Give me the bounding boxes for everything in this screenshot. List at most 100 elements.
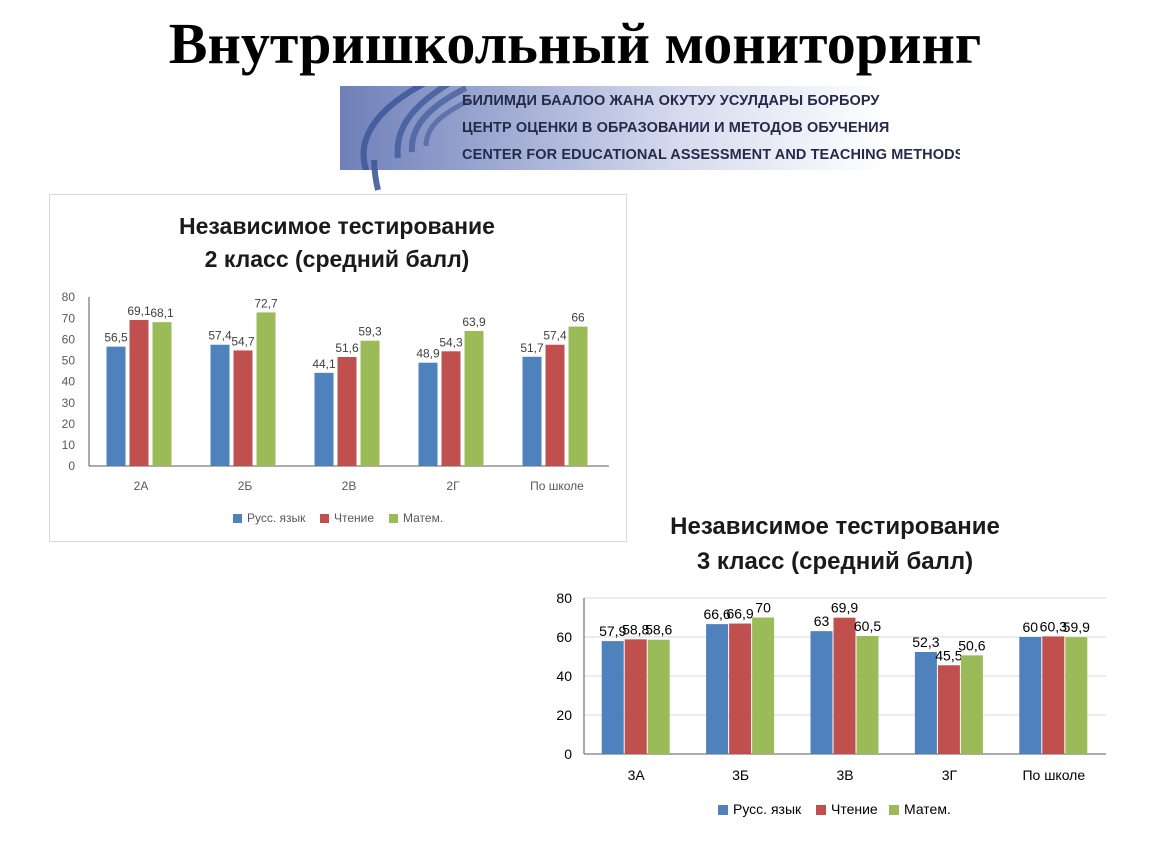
bar: [914, 652, 937, 754]
y-tick-label: 70: [62, 311, 76, 325]
logo-swoosh-tail: [371, 160, 381, 191]
bar: [647, 639, 670, 754]
x-tick-label: 3А: [628, 767, 646, 783]
legend-swatch: [389, 514, 398, 523]
data-label: 58,6: [645, 622, 672, 638]
x-tick-label: 2Г: [446, 479, 460, 493]
bar: [152, 322, 172, 466]
data-label: 51,7: [520, 341, 544, 355]
data-label: 54,3: [439, 335, 463, 349]
y-tick-label: 30: [62, 396, 76, 410]
bar: [418, 362, 438, 466]
data-label: 50,6: [958, 637, 985, 653]
x-tick-label: 2Б: [238, 479, 253, 493]
legend-label: Чтение: [831, 801, 878, 817]
data-label: 52,3: [912, 634, 939, 650]
bar: [856, 636, 879, 754]
data-label: 66,6: [703, 606, 730, 622]
y-tick-label: 20: [556, 707, 572, 723]
data-label: 69,9: [831, 600, 858, 616]
legend-swatch: [718, 805, 728, 815]
data-label: 45,5: [935, 647, 962, 663]
bar: [706, 624, 729, 754]
y-tick-label: 10: [62, 438, 76, 452]
data-label: 59,9: [1063, 619, 1090, 635]
chart-title-line: 2 класс (средний балл): [204, 246, 470, 272]
legend-swatch: [233, 514, 242, 523]
banner-line-kyrgyz: БИЛИМДИ БААЛОО ЖАНА ОКУТУУ УСУЛДАРЫ БОРБ…: [462, 93, 880, 109]
data-label: 48,9: [416, 347, 440, 361]
bar: [360, 340, 380, 466]
bar: [568, 326, 588, 466]
data-label: 63,9: [462, 315, 486, 329]
bar: [624, 639, 647, 754]
y-tick-label: 80: [556, 590, 572, 606]
y-tick-label: 50: [62, 354, 76, 368]
data-label: 51,6: [335, 341, 359, 355]
bar: [441, 351, 461, 466]
y-tick-label: 20: [62, 417, 76, 431]
data-label: 57,4: [543, 329, 567, 343]
bar: [810, 631, 833, 754]
legend-label: Матем.: [403, 511, 443, 525]
banner-line-russian: ЦЕНТР ОЦЕНКИ В ОБРАЗОВАНИИ И МЕТОДОВ ОБУ…: [462, 120, 890, 136]
organization-logo-mark: [360, 86, 470, 170]
data-label: 56,5: [104, 331, 128, 345]
bar: [960, 655, 983, 754]
bar: [522, 356, 542, 466]
data-label: 58,8: [622, 621, 649, 637]
bar: [729, 623, 752, 754]
x-tick-label: По школе: [530, 479, 584, 493]
data-label: 68,1: [150, 306, 174, 320]
legend-swatch: [320, 514, 329, 523]
bar: [129, 320, 149, 466]
bar: [464, 331, 484, 466]
legend-label: Русс. язык: [247, 511, 306, 525]
bar: [106, 346, 126, 466]
bar: [545, 344, 565, 466]
bar: [752, 617, 775, 754]
data-label: 57,4: [208, 329, 232, 343]
data-label: 57,9: [599, 623, 626, 639]
y-tick-label: 60: [556, 629, 572, 645]
data-label: 60,3: [1040, 618, 1067, 634]
bar: [601, 641, 624, 754]
bar: [314, 372, 334, 466]
bar: [1065, 637, 1088, 754]
bar: [210, 344, 230, 466]
chart-title-line: Независимое тестирование: [670, 513, 1000, 540]
bar: [233, 350, 253, 466]
bar: [1019, 637, 1042, 754]
x-tick-label: 2А: [134, 479, 149, 493]
x-tick-label: По школе: [1022, 767, 1085, 783]
data-label: 66: [571, 311, 585, 325]
data-label: 72,7: [254, 296, 278, 310]
legend-swatch: [816, 805, 826, 815]
bar: [1042, 636, 1065, 754]
slide-title: Внутришкольный мониторинг: [168, 11, 982, 76]
chart-title-line: Независимое тестирование: [179, 213, 495, 239]
bar: [833, 617, 856, 754]
x-tick-label: 2В: [342, 479, 357, 493]
legend-label: Русс. язык: [733, 801, 802, 817]
y-tick-label: 0: [68, 459, 75, 473]
data-label: 70: [755, 600, 771, 616]
legend-label: Матем.: [904, 801, 951, 817]
x-tick-label: 3В: [836, 767, 853, 783]
bar: [337, 356, 357, 466]
y-tick-label: 60: [62, 332, 76, 346]
data-label: 63: [814, 613, 830, 629]
data-label: 60: [1023, 619, 1039, 635]
chart-title-grade-3: Независимое тестирование 3 класс (средни…: [560, 509, 1110, 579]
chart-title-line: 3 класс (средний балл): [696, 548, 974, 575]
y-tick-label: 40: [62, 375, 76, 389]
x-tick-label: 3Б: [732, 767, 749, 783]
data-label: 66,9: [726, 606, 753, 622]
bar: [256, 312, 276, 466]
legend-label: Чтение: [334, 511, 374, 525]
y-tick-label: 0: [564, 746, 572, 762]
data-label: 60,5: [854, 618, 881, 634]
data-label: 44,1: [312, 357, 336, 371]
